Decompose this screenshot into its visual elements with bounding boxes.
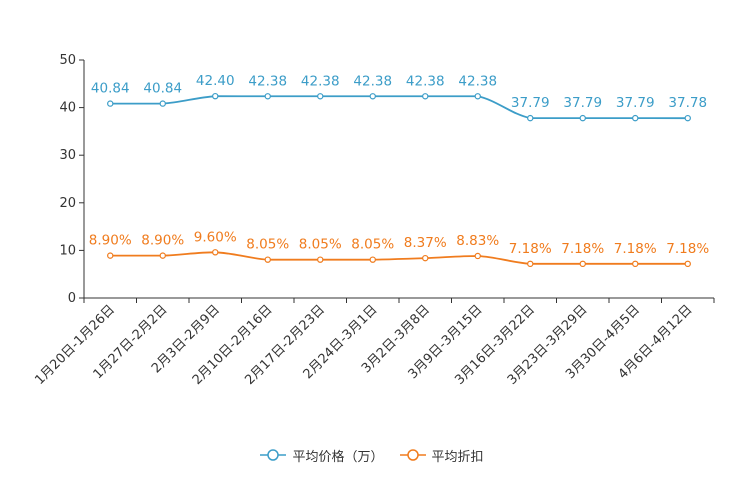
data-label-discount: 8.05% <box>246 237 289 253</box>
data-label-discount: 7.18% <box>614 241 657 257</box>
data-point-price[interactable] <box>474 93 481 100</box>
data-point-discount[interactable] <box>212 249 219 256</box>
data-label-price: 42.38 <box>248 73 287 89</box>
data-label-discount: 8.90% <box>89 233 132 249</box>
legend-discount-label: 平均折扣 <box>431 449 484 465</box>
data-label-discount: 7.18% <box>509 241 552 257</box>
data-point-discount[interactable] <box>264 256 271 263</box>
data-label-price: 37.79 <box>563 95 602 111</box>
legend-item-price[interactable]: 平均价格（万） <box>260 446 384 465</box>
y-tick-label: 40 <box>59 101 76 116</box>
data-label-discount: 9.60% <box>194 229 237 245</box>
data-label-price: 37.79 <box>616 95 655 111</box>
series-line-discount <box>110 251 688 265</box>
data-point-price[interactable] <box>632 114 639 122</box>
data-label-price: 42.38 <box>458 73 497 89</box>
data-point-discount[interactable] <box>422 254 429 262</box>
data-label-price: 40.84 <box>91 81 130 97</box>
data-label-price: 37.78 <box>668 95 707 111</box>
data-point-discount[interactable] <box>369 256 376 263</box>
y-tick-label: 10 <box>59 243 76 258</box>
data-point-discount[interactable] <box>527 260 534 268</box>
data-label-price: 40.84 <box>143 81 182 97</box>
y-tick-label: 20 <box>59 196 76 211</box>
data-point-price[interactable] <box>684 114 691 122</box>
legend-price-label: 平均价格（万） <box>292 449 384 465</box>
legend-price-line-icon <box>260 449 287 461</box>
data-point-discount[interactable] <box>317 256 324 263</box>
legend-item-discount[interactable]: 平均折扣 <box>399 446 484 465</box>
data-label-price: 42.38 <box>301 73 340 89</box>
y-tick-label: 30 <box>59 148 76 163</box>
data-point-discount[interactable] <box>474 252 481 260</box>
data-point-price[interactable] <box>422 93 429 100</box>
data-point-price[interactable] <box>159 100 166 107</box>
data-point-price[interactable] <box>317 93 324 100</box>
data-point-discount[interactable] <box>159 252 166 259</box>
legend: 平均价格（万） 平均折扣 <box>0 443 744 467</box>
data-label-discount: 7.18% <box>561 241 604 257</box>
y-tick-label: 0 <box>68 291 76 306</box>
series-line-price <box>110 95 688 120</box>
data-point-discount[interactable] <box>579 260 586 268</box>
data-point-discount[interactable] <box>632 260 639 268</box>
data-label-discount: 8.05% <box>351 237 394 253</box>
data-point-discount[interactable] <box>684 260 691 268</box>
data-point-price[interactable] <box>527 114 534 122</box>
data-label-discount: 8.37% <box>404 235 447 251</box>
data-point-price[interactable] <box>264 93 271 100</box>
y-tick-label: 50 <box>59 53 76 68</box>
data-point-price[interactable] <box>212 92 219 100</box>
data-label-discount: 8.90% <box>141 233 184 249</box>
data-label-discount: 7.18% <box>666 241 709 257</box>
legend-discount-line-icon <box>399 449 426 461</box>
data-label-price: 42.38 <box>406 73 445 89</box>
data-point-price[interactable] <box>107 100 114 107</box>
data-label-discount: 8.05% <box>299 237 342 253</box>
data-label-discount: 8.83% <box>456 233 499 249</box>
data-point-price[interactable] <box>579 114 586 122</box>
data-point-price[interactable] <box>369 93 376 100</box>
data-label-price: 42.40 <box>196 73 235 89</box>
data-label-price: 42.38 <box>353 73 392 89</box>
data-label-price: 37.79 <box>511 95 550 111</box>
data-point-discount[interactable] <box>107 252 114 259</box>
